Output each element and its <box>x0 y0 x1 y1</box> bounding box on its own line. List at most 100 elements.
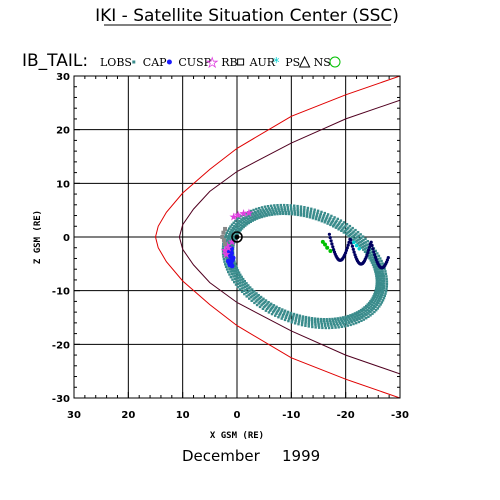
orbit-point <box>280 309 283 313</box>
orbit-point <box>385 277 388 281</box>
plasma-sheet-point <box>352 250 356 254</box>
orbit-point <box>347 316 350 319</box>
orbit-point <box>356 315 359 318</box>
orbit-point <box>244 219 248 222</box>
x-tick-label: -30 <box>391 410 409 421</box>
orbit-point <box>353 319 356 323</box>
orbit-point <box>275 209 278 212</box>
y-tick-label: 10 <box>56 179 70 190</box>
orbit-point <box>248 297 251 300</box>
orbit-point <box>359 233 362 236</box>
orbit-point <box>241 222 244 225</box>
orbit-point <box>378 295 382 298</box>
orbit-point <box>366 303 369 306</box>
plasma-sheet-point <box>350 244 354 248</box>
orbit-point <box>339 322 342 325</box>
orbit-point <box>381 277 384 280</box>
orbit-point <box>374 298 378 301</box>
orbit-point <box>326 213 330 216</box>
orbit-point <box>275 211 279 214</box>
orbit-point <box>240 287 244 290</box>
orbit-point <box>254 212 258 215</box>
orbit-point <box>238 219 241 223</box>
orbit-point <box>237 232 240 235</box>
orbit-point <box>228 273 231 276</box>
orbit-point <box>247 287 250 290</box>
orbit-point <box>374 272 378 275</box>
orbit-point <box>244 288 247 292</box>
orbit-point <box>317 324 320 327</box>
orbit-point <box>270 312 274 316</box>
orbit-point <box>330 220 334 224</box>
orbit-point <box>281 211 284 214</box>
orbit-point <box>251 211 254 215</box>
orbit-point <box>232 267 235 270</box>
orbit-point <box>302 214 306 218</box>
orbit-point <box>234 262 237 265</box>
orbit-point <box>235 274 239 277</box>
orbit-point <box>247 211 250 214</box>
orbit-point <box>281 209 284 212</box>
plasma-sheet-point <box>372 250 376 254</box>
orbit-point <box>265 214 268 217</box>
orbit-point <box>224 246 227 249</box>
orbit-point <box>366 305 369 309</box>
orbit-point <box>345 322 348 325</box>
x-axis-label: X GSM (RE) <box>210 431 264 441</box>
orbit-point <box>233 260 236 263</box>
orbit-point <box>375 291 378 295</box>
orbit-point <box>318 215 321 219</box>
orbit-point <box>337 318 340 322</box>
legend-marker-open-circle <box>329 56 341 68</box>
orbit-point <box>383 294 386 297</box>
orbit-point <box>282 313 285 317</box>
orbit-point <box>341 321 345 324</box>
orbit-point <box>314 217 318 221</box>
orbit-point <box>342 221 346 224</box>
orbit-point <box>269 309 272 312</box>
orbit-point <box>334 326 337 329</box>
orbit-point <box>335 225 338 228</box>
orbit-point <box>316 317 320 321</box>
orbit-point <box>352 314 355 317</box>
orbit-point <box>370 251 373 254</box>
orbit-point <box>299 207 303 210</box>
orbit-point <box>277 206 280 209</box>
orbit-point <box>375 278 378 282</box>
plasma-sheet-point <box>344 248 348 252</box>
neutral-sheet-point <box>328 248 333 253</box>
orbit-point <box>325 318 328 321</box>
orbit-point <box>296 208 299 212</box>
orbit-point <box>273 213 276 216</box>
orbit-point <box>322 213 326 217</box>
plasma-sheet-point <box>332 248 336 252</box>
orbit-point <box>239 220 242 224</box>
orbit-point <box>255 207 258 211</box>
orbit-point <box>341 228 344 231</box>
orbit-point <box>227 237 231 240</box>
orbit-point <box>345 223 349 226</box>
orbit-point <box>351 313 354 316</box>
orbit-point <box>293 206 296 210</box>
orbit-point <box>378 305 381 308</box>
orbit-point <box>243 220 246 223</box>
orbit-point <box>243 282 247 286</box>
orbit-point <box>244 285 247 289</box>
orbit-point <box>257 207 261 210</box>
orbit-point <box>385 285 388 288</box>
orbit-point <box>290 321 293 324</box>
orbit-point <box>379 281 382 285</box>
x-tick-label: -20 <box>337 410 355 421</box>
cap-point <box>227 262 233 268</box>
orbit-point <box>372 302 375 305</box>
orbit-point <box>269 204 273 207</box>
orbit-point <box>223 260 226 263</box>
orbit-point <box>317 321 320 324</box>
orbit-point <box>252 294 255 297</box>
orbit-point <box>224 233 227 237</box>
plasma-sheet-point <box>346 243 350 247</box>
plasma-sheet-point <box>330 242 334 246</box>
orbit-point <box>336 317 339 320</box>
orbit-point <box>321 218 324 221</box>
orbit-point <box>255 217 259 220</box>
